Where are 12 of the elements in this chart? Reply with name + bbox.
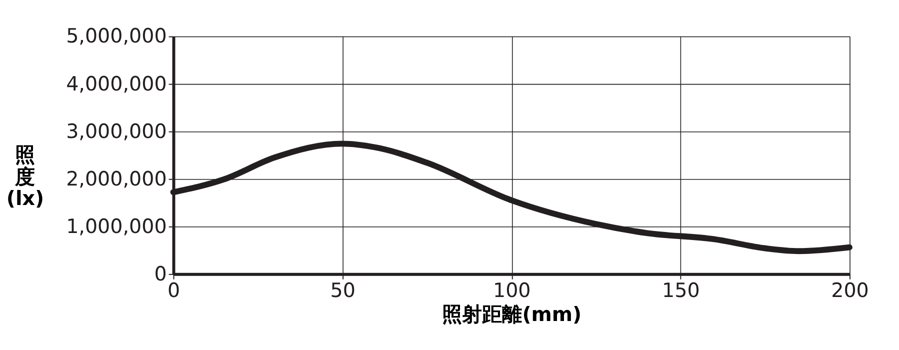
y-tick-label: 5,000,000 [66,24,167,48]
y-axis-title: 照度(lx) [6,144,44,210]
y-tick-label: 4,000,000 [66,72,167,96]
y-tick-label: 2,000,000 [66,167,167,190]
y-tick-label: 3,000,000 [66,120,167,143]
y-tick-label: 1,000,000 [66,214,167,238]
y-tick-label: 0 [154,262,167,286]
x-tick-label: 200 [831,279,869,302]
x-tick-label: 150 [662,279,700,302]
x-axis-title: 照射距離(mm) [442,302,582,326]
x-tick-label: 50 [330,279,356,302]
x-tick-label: 100 [492,279,531,302]
